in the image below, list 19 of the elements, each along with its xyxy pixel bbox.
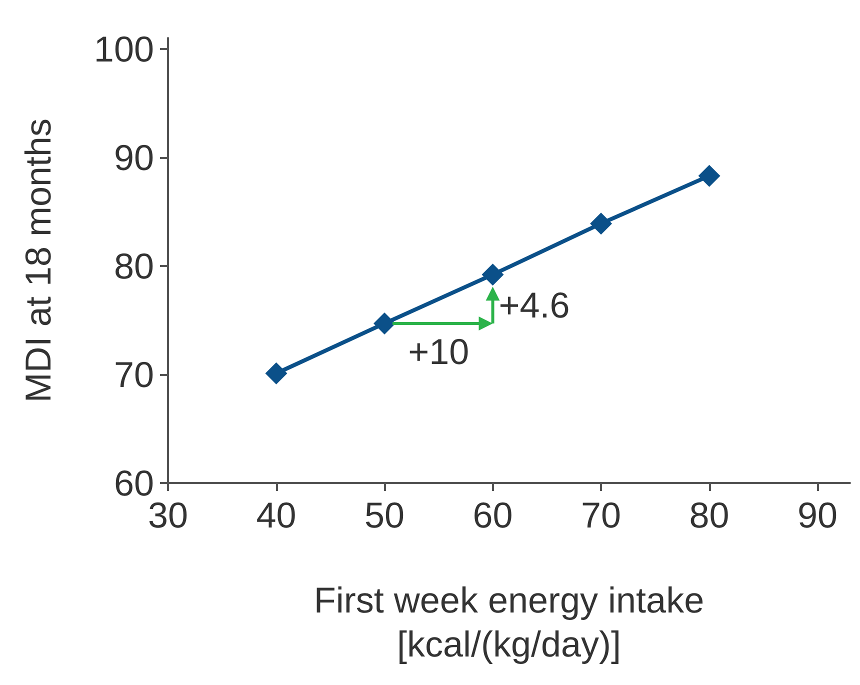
y-tick-label: 70 [114, 354, 154, 395]
y-tick-label: 90 [114, 136, 154, 178]
point [265, 362, 288, 384]
x-tick-label: 70 [580, 494, 622, 536]
y-tick-label: 100 [94, 28, 154, 70]
point [698, 164, 720, 187]
x-axis-title: First week energy intake [kcal/(kg/day)] [314, 580, 704, 664]
point [482, 264, 504, 286]
x-tick-label: 40 [256, 494, 296, 536]
x-tick-label: 80 [689, 494, 730, 536]
x-tick-label: 90 [798, 494, 838, 536]
y-tick-label: 80 [114, 245, 154, 286]
annotation: +10 [408, 330, 470, 372]
point [374, 312, 396, 334]
y-axis-title: MDI at 18 months [18, 118, 58, 403]
x-tick-label: 60 [472, 494, 513, 536]
x-tick-label: 50 [364, 494, 405, 536]
point [590, 212, 612, 235]
annotation: +4.6 [498, 284, 570, 326]
